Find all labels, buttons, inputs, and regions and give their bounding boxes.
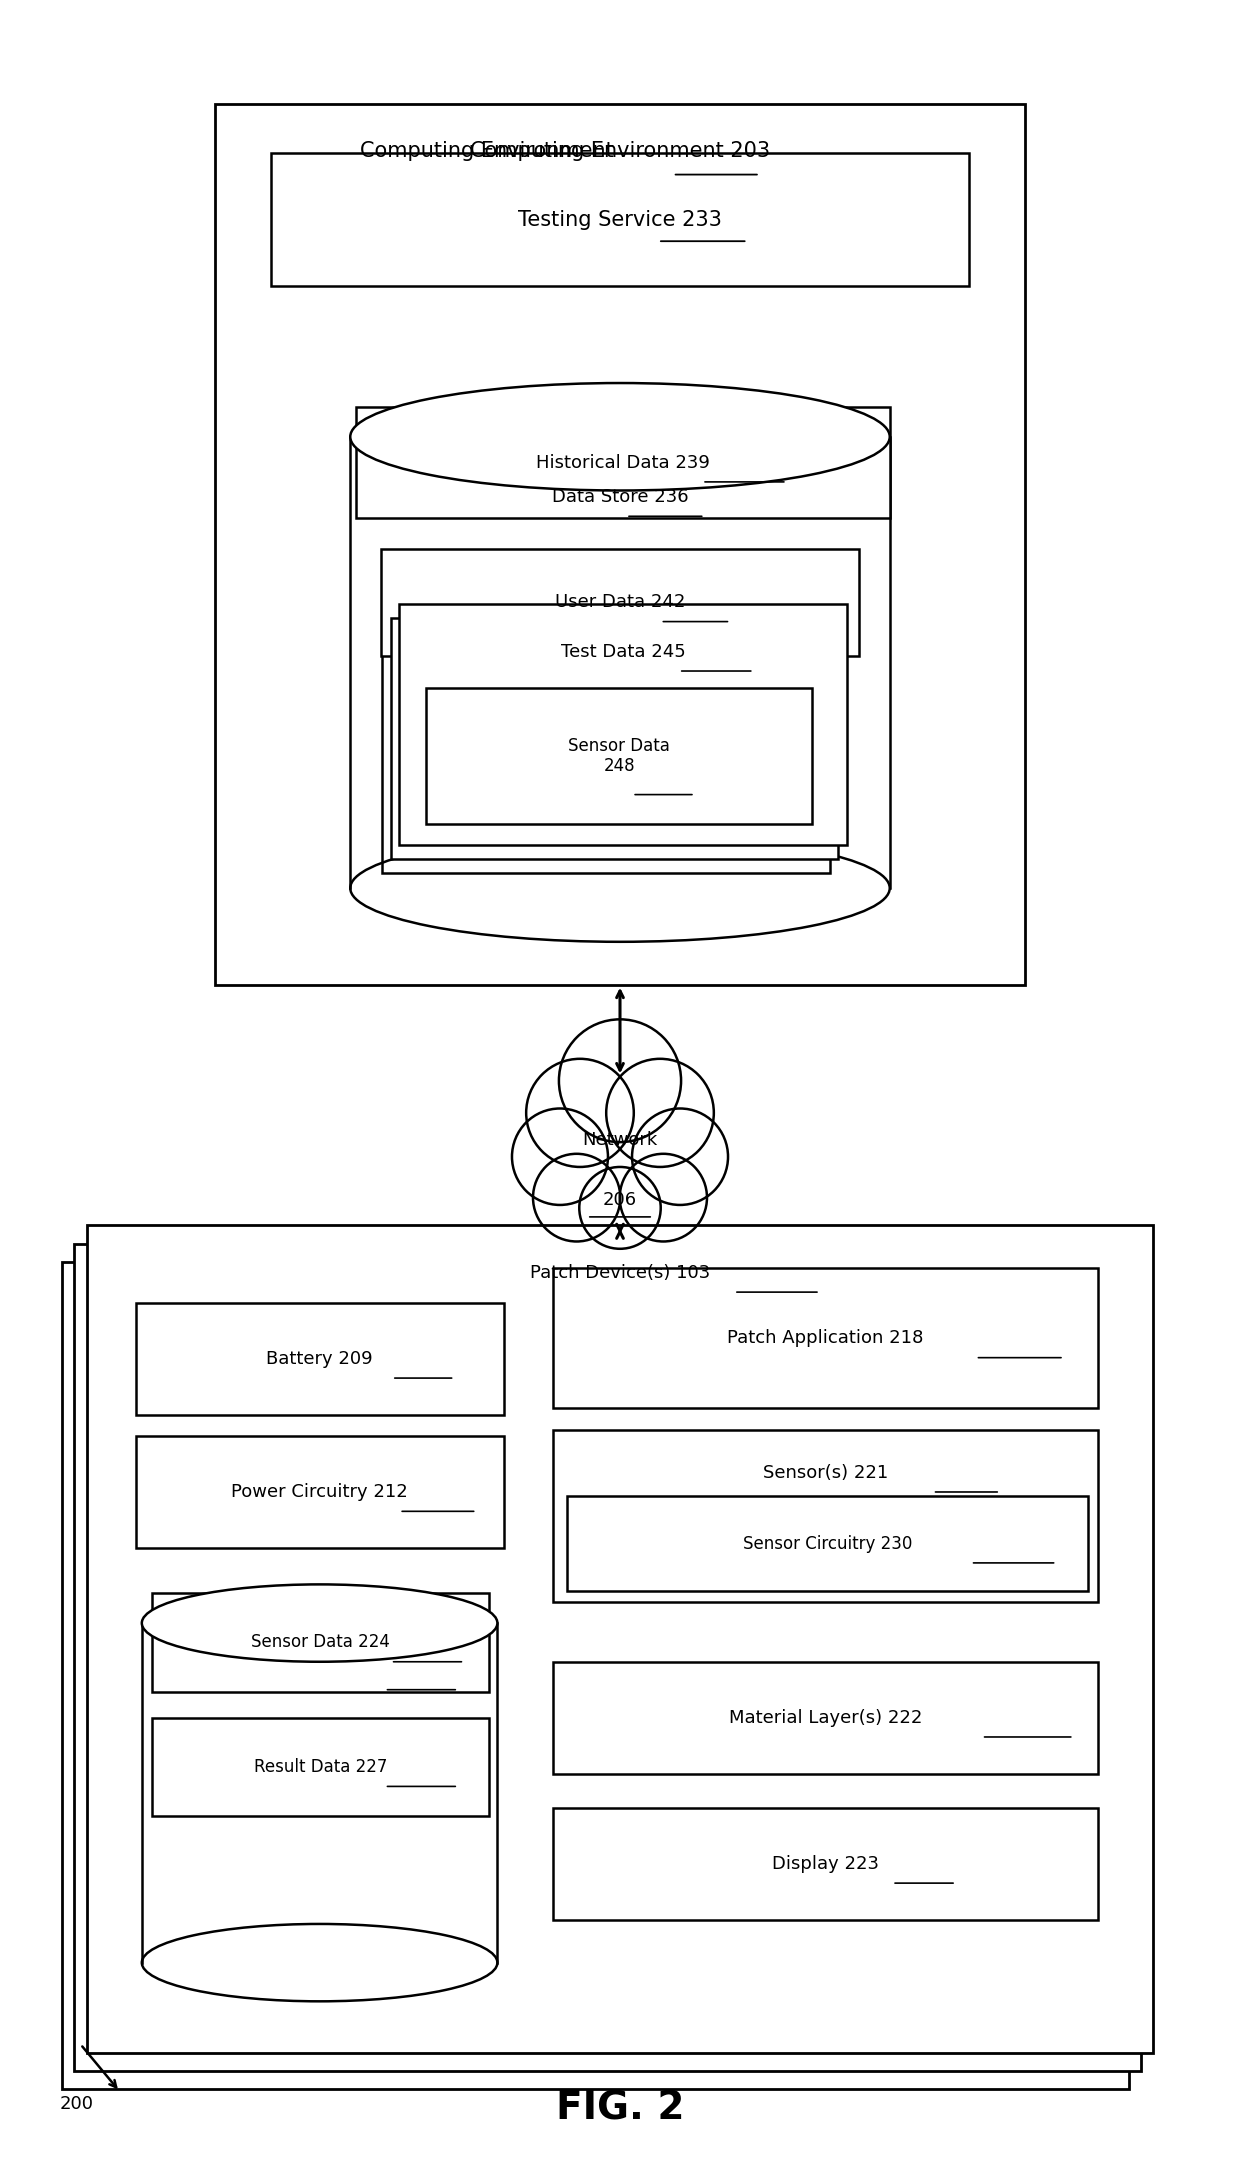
Text: Sensor Circuitry 230: Sensor Circuitry 230 <box>743 1534 913 1553</box>
FancyBboxPatch shape <box>391 619 838 859</box>
FancyBboxPatch shape <box>151 1592 489 1691</box>
Polygon shape <box>350 437 890 889</box>
Ellipse shape <box>533 1153 620 1242</box>
Text: FIG. 2: FIG. 2 <box>556 2089 684 2128</box>
Text: Result Data 227: Result Data 227 <box>253 1759 387 1776</box>
Text: Battery 209: Battery 209 <box>267 1350 373 1367</box>
Ellipse shape <box>141 1923 497 2001</box>
Text: Sensor Data 224: Sensor Data 224 <box>250 1633 389 1650</box>
Ellipse shape <box>350 835 890 941</box>
FancyBboxPatch shape <box>62 1261 1128 2089</box>
FancyBboxPatch shape <box>553 1808 1099 1919</box>
Text: Display 223: Display 223 <box>771 1856 879 1873</box>
Ellipse shape <box>350 383 890 491</box>
Text: Patch Application 218: Patch Application 218 <box>727 1330 924 1348</box>
FancyBboxPatch shape <box>135 1302 503 1415</box>
Text: Testing Service 233: Testing Service 233 <box>518 210 722 229</box>
FancyBboxPatch shape <box>399 603 847 846</box>
Ellipse shape <box>579 1168 661 1248</box>
FancyBboxPatch shape <box>553 1268 1099 1408</box>
Text: 206: 206 <box>603 1190 637 1209</box>
Text: Power Circuitry 212: Power Circuitry 212 <box>231 1484 408 1501</box>
FancyBboxPatch shape <box>270 154 970 286</box>
FancyBboxPatch shape <box>74 1244 1141 2072</box>
Polygon shape <box>141 1622 497 1962</box>
Text: Computing Environment: Computing Environment <box>360 141 620 160</box>
Ellipse shape <box>526 1060 634 1168</box>
Text: Historical Data 239: Historical Data 239 <box>536 454 711 472</box>
Text: User Data 242: User Data 242 <box>554 593 686 612</box>
Ellipse shape <box>632 1107 728 1205</box>
Text: Network: Network <box>583 1131 657 1149</box>
Text: Patch Device(s) 103: Patch Device(s) 103 <box>529 1263 711 1283</box>
FancyBboxPatch shape <box>427 688 812 824</box>
FancyBboxPatch shape <box>553 1430 1099 1601</box>
FancyBboxPatch shape <box>567 1497 1089 1590</box>
Ellipse shape <box>606 1060 714 1168</box>
Ellipse shape <box>141 1583 497 1661</box>
Text: Test Data 245: Test Data 245 <box>560 642 686 660</box>
FancyBboxPatch shape <box>151 1717 489 1817</box>
Ellipse shape <box>559 1019 681 1142</box>
Text: Sensor(s) 221: Sensor(s) 221 <box>763 1464 888 1482</box>
Ellipse shape <box>620 1153 707 1242</box>
Text: Data Store 215: Data Store 215 <box>257 1661 382 1678</box>
FancyBboxPatch shape <box>382 632 830 874</box>
FancyBboxPatch shape <box>356 407 890 519</box>
FancyBboxPatch shape <box>381 549 859 655</box>
FancyBboxPatch shape <box>216 104 1024 984</box>
Text: Material Layer(s) 222: Material Layer(s) 222 <box>729 1709 923 1726</box>
FancyBboxPatch shape <box>87 1226 1153 2053</box>
FancyBboxPatch shape <box>135 1436 503 1549</box>
Text: Computing Environment 203: Computing Environment 203 <box>470 141 770 160</box>
Text: Sensor Data
248: Sensor Data 248 <box>568 738 671 774</box>
Ellipse shape <box>512 1107 608 1205</box>
Text: 200: 200 <box>60 2096 94 2113</box>
FancyBboxPatch shape <box>553 1661 1099 1774</box>
Text: Data Store 236: Data Store 236 <box>552 489 688 506</box>
